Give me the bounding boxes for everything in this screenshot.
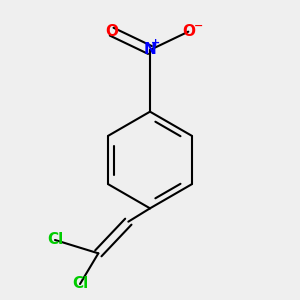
Text: N: N [144,43,156,58]
Text: −: − [194,21,203,31]
Text: Cl: Cl [47,232,63,247]
Text: Cl: Cl [72,277,88,292]
Text: O: O [182,24,195,39]
Text: O: O [105,24,118,39]
Text: +: + [151,38,160,48]
